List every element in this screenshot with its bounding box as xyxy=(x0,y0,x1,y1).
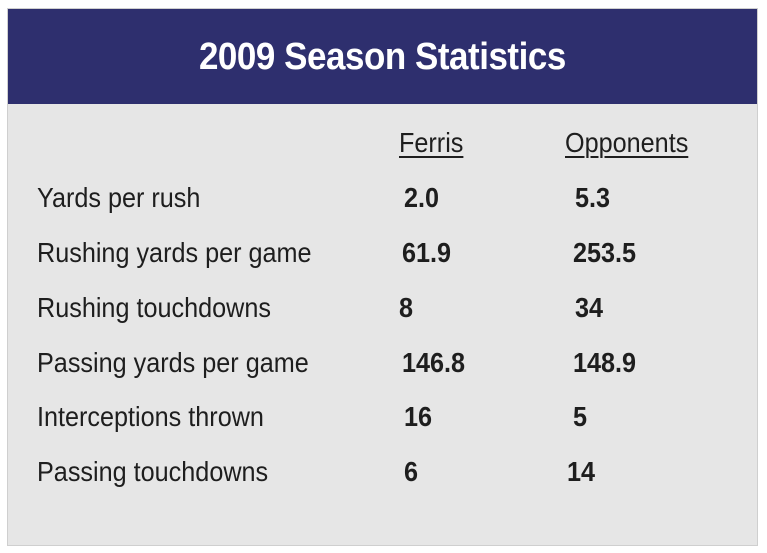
row-label: Interceptions thrown xyxy=(37,401,264,432)
opponents-value: 253.5 xyxy=(573,237,637,268)
row-label: Passing yards per game xyxy=(37,347,309,378)
stats-card: 2009 Season Statistics Ferris Opponents … xyxy=(7,8,758,546)
opponents-value: 14 xyxy=(567,456,596,487)
opponents-value: 34 xyxy=(575,292,604,323)
ferris-value: 2.0 xyxy=(404,182,440,213)
title-banner: 2009 Season Statistics xyxy=(8,9,757,104)
row-label: Yards per rush xyxy=(37,182,201,213)
ferris-value: 6 xyxy=(404,456,419,487)
row-label: Rushing touchdowns xyxy=(37,292,271,323)
row-label: Rushing yards per game xyxy=(37,237,312,268)
ferris-value: 61.9 xyxy=(402,237,452,268)
card-title: 2009 Season Statistics xyxy=(199,35,566,78)
opponents-value: 5 xyxy=(573,401,588,432)
ferris-value: 146.8 xyxy=(402,347,466,378)
row-label: Passing touchdowns xyxy=(37,456,269,487)
ferris-value: 16 xyxy=(404,401,433,432)
ferris-value: 8 xyxy=(399,292,414,323)
column-header-ferris: Ferris xyxy=(399,127,464,158)
column-header-opponents: Opponents xyxy=(565,127,689,158)
opponents-value: 5.3 xyxy=(575,182,611,213)
opponents-value: 148.9 xyxy=(573,347,637,378)
